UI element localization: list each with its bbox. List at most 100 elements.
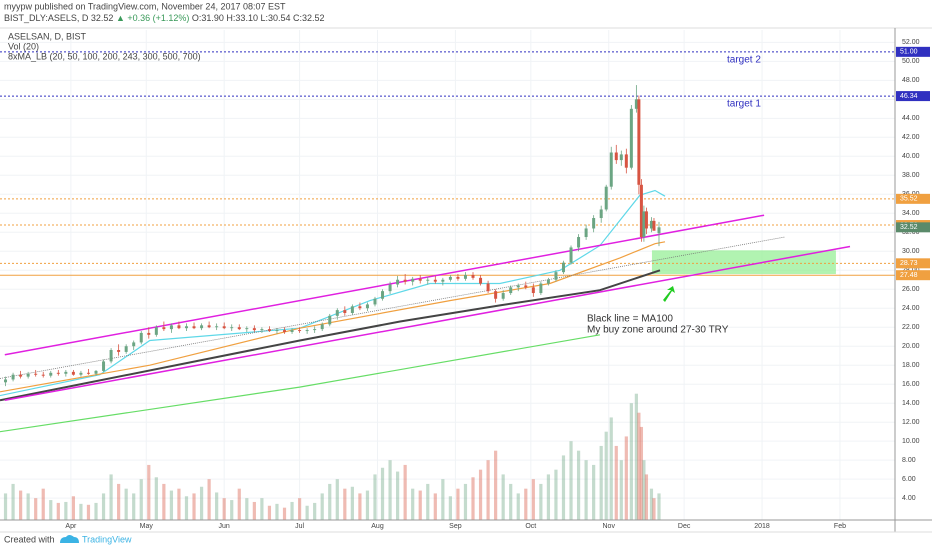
y-tick-label: 16.00 (902, 381, 920, 388)
candle-body (11, 374, 15, 380)
volume-bar (509, 483, 513, 520)
volume-bar (396, 471, 400, 520)
volume-bar (426, 483, 430, 520)
volume-bar (614, 445, 618, 520)
candle-body (19, 374, 23, 377)
candle-body (509, 287, 513, 294)
candle-body (26, 373, 30, 377)
volume-bar (448, 496, 452, 520)
price-tag-label: 46.34 (900, 93, 918, 100)
candle-body (539, 283, 543, 294)
volume-bar (657, 493, 661, 520)
x-tick-label: Aug (371, 523, 384, 530)
candle-body (433, 279, 437, 282)
candle-body (524, 285, 528, 288)
candle-body (154, 327, 158, 335)
volume-bar (350, 486, 354, 520)
candle-body (283, 330, 287, 332)
candle-body (619, 154, 623, 161)
volume-bar (41, 488, 45, 520)
volume-bar (19, 490, 23, 520)
volume-bar (117, 483, 121, 520)
volume-bar (305, 505, 309, 520)
volume-bar (629, 403, 633, 520)
candle-body (629, 108, 633, 168)
volume-bar (184, 496, 189, 520)
ohlc: O:31.90 H:33.10 L:30.54 C:32.52 (192, 13, 325, 23)
volume-bar (604, 431, 608, 520)
candle-body (604, 186, 608, 210)
candle-body (132, 342, 136, 347)
candle-body (260, 329, 264, 331)
candle-body (4, 379, 8, 383)
y-tick-label: 6.00 (902, 476, 916, 483)
candle-body (365, 304, 369, 309)
volume-bar (282, 507, 287, 520)
candle-body (642, 211, 646, 238)
candle-body (184, 326, 188, 329)
volume-bar (463, 483, 468, 520)
y-tick-label: 10.00 (902, 438, 920, 445)
trend-line (4, 214, 765, 356)
volume-bar (539, 483, 543, 520)
candle-body (577, 237, 581, 248)
candle-body (494, 291, 498, 299)
candle-body (471, 275, 475, 278)
volume-bar (561, 455, 566, 520)
candle-body (411, 278, 415, 282)
candle-body (350, 306, 354, 313)
candle-body (554, 272, 558, 280)
volume-bar (237, 488, 241, 520)
y-tick-label: 18.00 (902, 362, 920, 369)
candle-body (479, 277, 483, 284)
volume-bar (34, 498, 38, 520)
candle-body (649, 220, 653, 229)
volume-bar (418, 490, 422, 520)
volume-bar (592, 464, 596, 520)
candle-body (267, 329, 271, 332)
candle-body (49, 372, 53, 376)
footer-created: Created with (4, 534, 55, 544)
price-tag (896, 46, 930, 57)
volume-bar (639, 426, 644, 520)
change: ▲ +0.36 (+1.12%) (116, 13, 189, 23)
volume-bar (619, 460, 623, 520)
volume-bar (230, 500, 234, 520)
volume-bar (471, 477, 475, 520)
candle-body (657, 227, 661, 234)
annotation: Black line = MA100 (587, 314, 673, 325)
candle-body (64, 371, 68, 374)
x-tick-label: Jun (219, 523, 230, 530)
volume-bar (147, 464, 151, 520)
candle-body (102, 361, 106, 371)
volume-bar (79, 503, 83, 520)
x-tick-label: Nov (603, 523, 616, 530)
price-tag-label: 32.52 (900, 224, 918, 231)
volume-bar (644, 474, 649, 520)
volume-bar (64, 501, 68, 520)
candle-body (652, 220, 656, 231)
annotation: target 1 (727, 99, 761, 110)
price-tag (896, 270, 930, 281)
candle-body (418, 278, 422, 281)
volume-bar (207, 479, 211, 520)
volume-bar (411, 488, 415, 520)
y-tick-label: 38.00 (902, 172, 920, 179)
price-tag (896, 222, 930, 233)
volume-bar (56, 502, 60, 520)
x-tick-label: Apr (65, 523, 77, 530)
candle-body (426, 279, 430, 281)
candle-body (335, 310, 339, 316)
volume-bar (290, 501, 294, 520)
annotation: target 2 (727, 55, 761, 66)
candle-body (546, 279, 550, 284)
y-tick-label: 22.00 (902, 324, 920, 331)
volume-bar (343, 488, 347, 520)
indicator-label: 8xMA_LB (20, 50, 100, 200, 243, 300, 500… (8, 51, 201, 61)
x-tick-label: 2018 (754, 523, 770, 530)
volume-bar (109, 474, 113, 520)
volume-bar (634, 393, 638, 520)
volume-bar (494, 450, 498, 520)
